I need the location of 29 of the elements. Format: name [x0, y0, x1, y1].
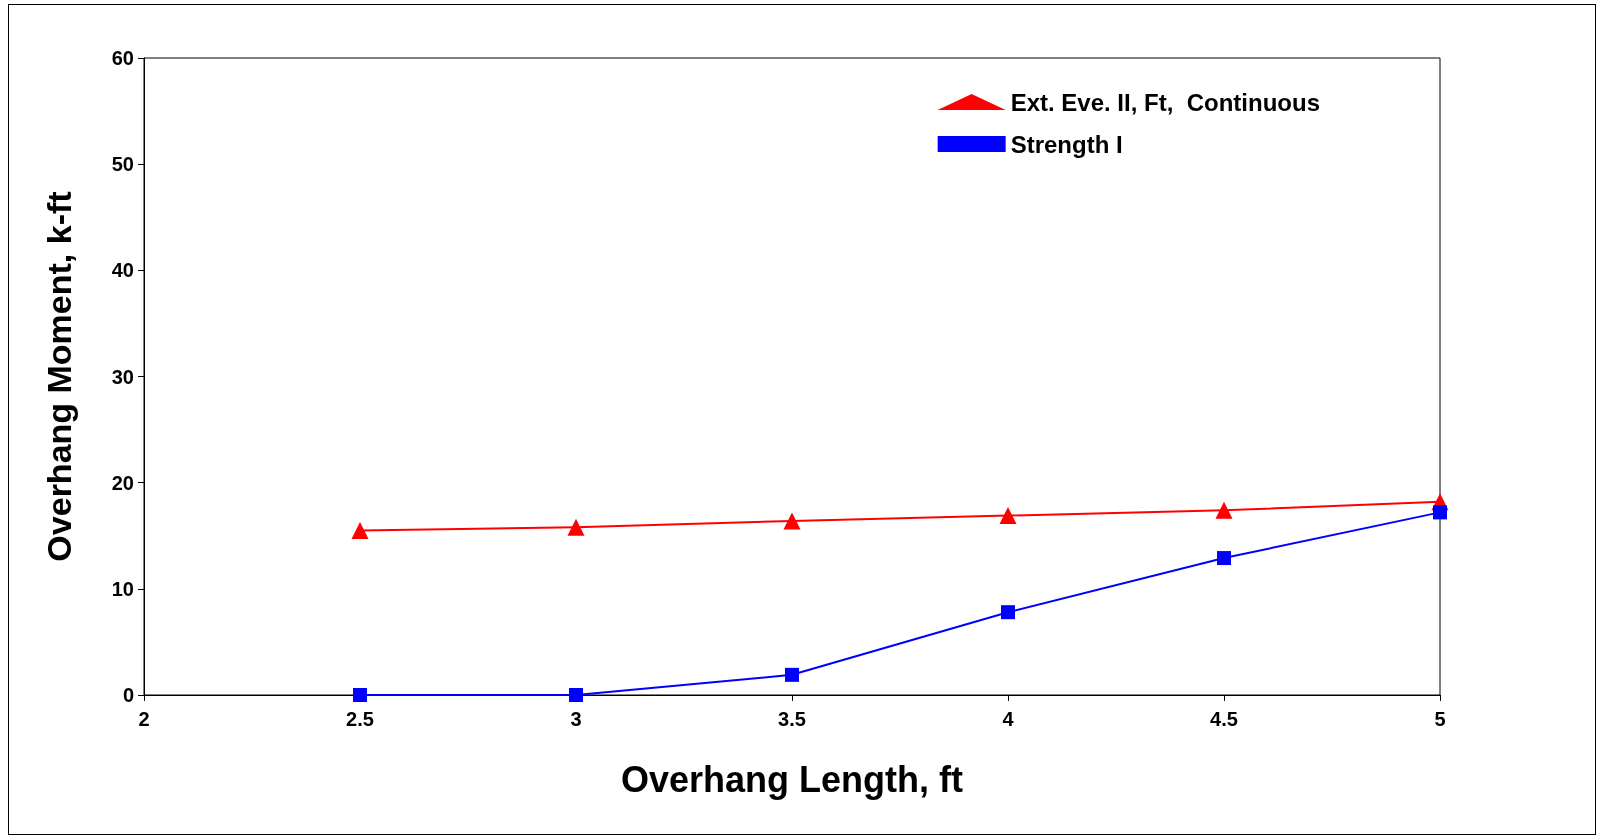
y-tick-label: 60 [111, 47, 134, 69]
point [999, 507, 1017, 525]
x-tick-label: 3.5 [778, 708, 806, 730]
point [567, 518, 585, 536]
y-tick-label: 40 [111, 259, 134, 282]
legend-label: Ext. Eve. II, Ft, Continuous [1010, 88, 1321, 116]
point [1215, 501, 1233, 519]
y-tick-label: 50 [111, 153, 134, 176]
y-tick-label: 30 [111, 365, 134, 388]
point [353, 688, 367, 702]
y-tick-label: 20 [111, 471, 134, 494]
point [785, 667, 799, 682]
point [1001, 605, 1015, 620]
legend-label: Strength I [1010, 130, 1123, 158]
point [783, 512, 801, 530]
x-tick-label: 4 [1002, 708, 1015, 730]
point [1217, 551, 1231, 566]
y-axis-title: Overhang Moment, k-ft [40, 191, 78, 562]
x-tick-label: 2 [138, 708, 150, 730]
x-tick-label: 4.5 [1210, 708, 1238, 730]
x-axis-title: Overhang Length, ft [621, 758, 964, 800]
y-tick-label: 0 [122, 684, 134, 706]
y-tick-label: 10 [111, 577, 134, 600]
x-tick-label: 2.5 [346, 708, 374, 730]
point [569, 688, 583, 702]
x-tick-label: 3 [570, 708, 582, 730]
point [1433, 505, 1447, 520]
point [351, 521, 369, 539]
x-tick-label: 5 [1434, 708, 1446, 730]
